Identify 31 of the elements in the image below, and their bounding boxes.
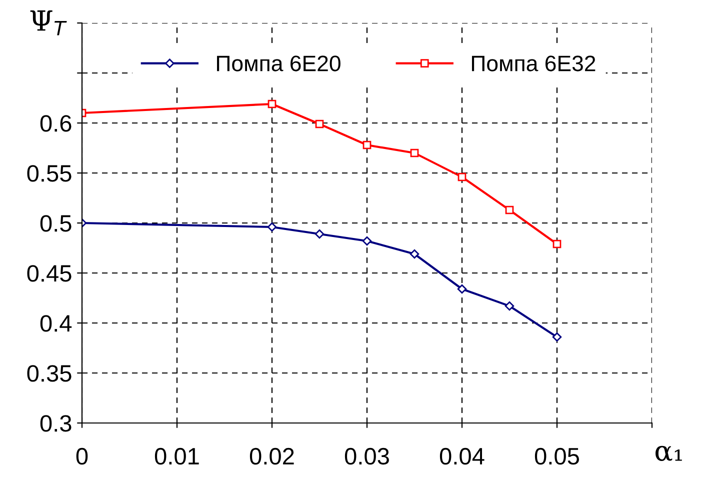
x-tick-label: 0.01	[154, 448, 199, 465]
legend-label: Помпа 6Е32	[472, 56, 596, 72]
y-tick-label: 0.55	[27, 165, 72, 182]
y-tick-label: 0.45	[27, 265, 72, 282]
point	[552, 332, 562, 342]
point	[267, 222, 277, 232]
y-tick-label: 0.6	[40, 115, 72, 132]
legend-label: Помпа 6Е20	[217, 56, 340, 72]
x-tick-label: 0.04	[440, 448, 484, 465]
point	[362, 236, 372, 246]
y-tick-label: 0.35	[27, 365, 72, 382]
point	[457, 284, 467, 294]
point	[362, 140, 372, 150]
y-axis-title: Ψ$_{T}$	[30, 10, 67, 36]
point	[505, 206, 514, 214]
y-tick-label: 0.5	[40, 215, 72, 232]
point	[410, 148, 419, 158]
x-tick-label: 0.02	[250, 448, 294, 465]
x-axis-title: α₁	[656, 446, 682, 462]
x-tick-label: 0.05	[534, 448, 579, 465]
x-tick-label: 0.03	[344, 448, 389, 465]
point	[314, 229, 324, 239]
y-tick-label: 0.3	[40, 415, 72, 432]
point	[552, 240, 562, 248]
point	[268, 100, 276, 108]
point	[315, 120, 324, 128]
y-tick-label: 0.4	[40, 315, 72, 332]
point	[458, 172, 466, 182]
x-tick-label: 0	[76, 448, 88, 465]
point	[504, 301, 514, 311]
point	[410, 249, 420, 259]
